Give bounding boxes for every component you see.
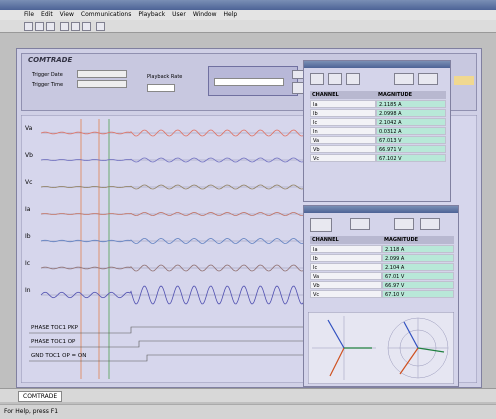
status-bar: For Help, press F1 [0,404,496,419]
digital-label: PHASE TOC1 PKP [31,325,79,331]
tab[interactable]: COMTRADE [18,391,62,402]
tool-button[interactable] [24,22,33,31]
table-cell: 2.118 A [382,245,454,253]
tab-bar: COMTRADE [0,388,496,402]
tool-button[interactable] [71,22,80,31]
indicator [454,76,474,85]
menu-item[interactable]: File [24,11,34,18]
menu-bar: File Edit View Communications Playback User Wi… [0,10,496,20]
menu-item[interactable]: Window [193,11,217,18]
column-header: MAGNITUDE [382,236,454,244]
tool-button[interactable] [60,22,69,31]
button[interactable] [394,218,414,230]
channel-label: Vb [25,152,33,159]
menu-item[interactable]: Communications [81,11,131,18]
tool-button[interactable] [82,22,91,31]
channel-label: Vc [25,179,32,186]
table-cell: 66.971 V [376,145,446,153]
table-cell: Ic [310,118,376,126]
title-bar [304,206,458,213]
table-cell: 0.0312 A [376,127,446,135]
table-cell: Ib [310,109,376,117]
channel-label: Ia [25,206,31,213]
table-cell: 66.97 V [382,281,454,289]
table-cell: 2.1042 A [376,118,446,126]
table-cell: Ia [310,100,376,108]
button[interactable] [394,73,414,85]
table-cell: In [310,127,376,135]
table-cell: Vb [310,145,376,153]
column-header: CHANNEL [310,91,376,99]
table-cell: 67.01 V [382,272,454,280]
label: Playback Rate [147,74,182,80]
button[interactable] [418,73,438,85]
table-cell: Ia [310,245,382,253]
column-header: MAGNITUDE [376,91,446,99]
menu-item[interactable]: Help [223,11,237,18]
page: File Edit View Communications Playback User Wi… [0,0,496,419]
button[interactable] [350,218,370,230]
channel-label: Ib [25,233,31,240]
channel-label: In [25,287,31,294]
dropdown[interactable] [214,78,284,86]
status-text: For Help, press F1 [4,408,58,415]
label: Trigger Date [32,72,63,78]
title-bar [0,0,496,10]
tool-button[interactable] [310,73,324,85]
column-header: CHANNEL [310,236,382,244]
menu-item[interactable]: Playback [138,11,165,18]
table-cell: 67.013 V [376,136,446,144]
digital-label: PHASE TOC1 OP [31,339,76,345]
table-cell: Vc [310,290,382,298]
table-cell: Va [310,272,382,280]
menu-item[interactable]: View [60,11,74,18]
rate-field[interactable] [147,84,175,92]
table-cell: Va [310,136,376,144]
table-cell: 2.104 A [382,263,454,271]
menu-item[interactable]: User [172,11,186,18]
channel-label: Va [25,125,33,132]
table-cell: Ib [310,254,382,262]
date-field[interactable] [77,70,127,78]
table-cell: 2.1185 A [376,100,446,108]
table-cell: 67.10 V [382,290,454,298]
tool-button[interactable] [310,218,332,232]
table-cell: Vb [310,281,382,289]
tool-button[interactable] [46,22,55,31]
tool-button[interactable] [328,73,342,85]
table-cell: Vc [310,154,376,162]
time-field[interactable] [77,80,127,88]
table-cell: Ic [310,263,382,271]
toolbar [0,20,496,33]
tool-button[interactable] [35,22,44,31]
tool-button[interactable] [96,22,105,31]
label: Trigger Time [32,82,63,88]
table-cell: 2.0998 A [376,109,446,117]
panel-title: COMTRADE [28,56,72,64]
menu-item[interactable]: Edit [41,11,53,18]
tool-button[interactable] [346,73,360,85]
table-cell: 67.102 V [376,154,446,162]
table-cell: 2.099 A [382,254,454,262]
digital-label: GND TOC1 OP = ON [31,353,86,359]
title-bar [304,61,450,68]
phasor-diagram [308,312,454,384]
channel-label: Ic [25,260,30,267]
button[interactable] [420,218,440,230]
